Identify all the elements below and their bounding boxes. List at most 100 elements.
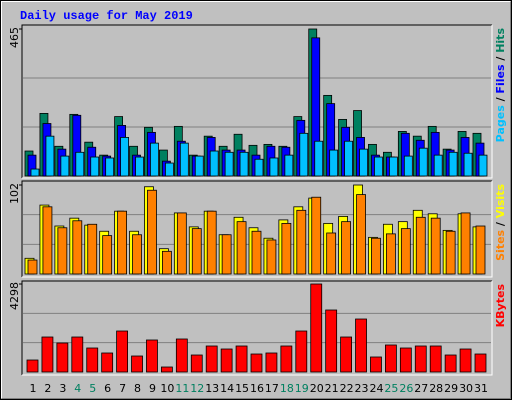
x-tick-label: 3 [59,382,66,395]
panel-bevel [21,180,492,277]
x-tick-label: 22 [340,382,354,395]
bar [359,148,368,177]
bar [415,216,426,275]
x-tick-label: 1 [30,382,37,395]
bar [374,156,383,177]
x-tick-label: 16 [250,382,264,395]
bar [164,162,174,177]
x-tick-label: 9 [149,382,156,395]
bar [26,359,39,373]
x-tick-label: 29 [444,382,458,395]
chart-title: Daily usage for May 2019 [20,9,193,23]
bar [474,353,487,373]
bar [205,345,218,373]
bar [105,157,115,177]
bar [448,151,458,177]
bar [30,168,40,177]
legend-entry: Sites [494,229,507,260]
legend-entry: Hits [494,28,507,53]
x-tick-label: 11 [175,382,189,395]
bar [344,140,354,177]
bar [235,345,248,373]
x-tick-label: 7 [119,382,126,395]
x-tick-label: 23 [355,382,369,395]
bar [86,347,99,373]
x-tick-label: 12 [190,382,204,395]
bar [281,222,292,275]
bar [266,239,277,275]
x-tick-label: 5 [89,382,96,395]
bar [478,154,488,177]
bar [236,221,247,275]
legend-entry: Files [494,64,507,94]
bar [296,209,307,275]
bar [57,227,68,275]
x-tick-label: 25 [384,382,398,395]
bar [206,210,217,275]
legend-entry: Pages [494,105,507,143]
bar [388,156,398,177]
bar [418,147,428,177]
bar [311,196,322,275]
bar [190,354,203,373]
bar [280,345,293,373]
bar [56,342,69,373]
legend-separator: / [494,94,507,106]
bar [356,194,366,275]
bar [116,330,128,373]
x-tick-label: 8 [134,382,141,395]
y-tick-label: 102 [8,183,21,204]
panel-bevel [22,281,493,376]
bar [284,154,294,177]
legend: Sites / Visits [494,184,507,261]
bar [221,234,232,275]
bar [60,155,70,177]
bar [299,132,309,177]
x-tick-label: 30 [459,382,473,395]
bar [90,156,100,177]
x-tick-label: 31 [474,382,488,395]
bar [45,135,55,177]
bar [314,140,324,177]
bar [71,336,84,373]
bar [433,154,443,177]
bar [117,210,127,275]
bar [224,151,234,177]
bar [326,232,337,275]
bar [250,353,263,373]
bar [269,157,279,177]
legend: KBytes [494,284,507,328]
bar [459,348,472,373]
legend: Pages / Files / Hits [494,28,507,143]
bar [160,366,173,373]
bar [355,318,367,373]
legend-entry: KBytes [494,284,507,328]
x-tick-label: 17 [265,382,279,395]
bar [340,336,353,373]
bar [444,354,457,373]
bar [371,237,381,275]
bar [475,225,486,275]
y-tick-label: 465 [8,27,21,48]
bar [209,150,219,177]
bar [87,223,98,275]
bar [146,339,158,373]
bar [403,155,413,177]
bar [220,348,233,373]
bar [179,142,189,177]
x-tick-label: 10 [160,382,174,395]
bar [75,151,85,177]
legend-entry: Visits [494,184,507,219]
y-tick-label: 4298 [8,282,21,310]
bar [370,356,382,373]
x-tick-label: 18 [280,382,294,395]
panel-bevel [21,280,492,375]
x-tick-label: 26 [399,382,413,395]
x-tick-label: 24 [369,382,383,395]
x-tick-label: 6 [104,382,111,395]
x-tick-label: 15 [235,382,249,395]
bar [325,309,338,373]
bar [147,189,157,275]
panel-bevel [22,25,493,179]
